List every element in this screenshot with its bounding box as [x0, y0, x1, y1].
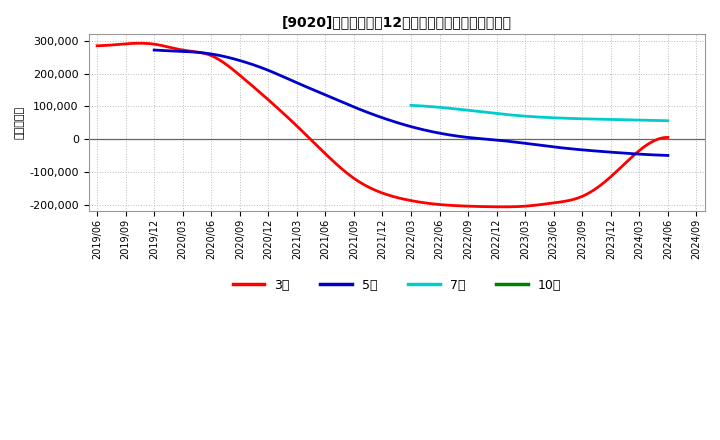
Legend: 3年, 5年, 7年, 10年: 3年, 5年, 7年, 10年 — [228, 274, 566, 297]
Title: [9020]　当期純利益12か月移動合計の平均値の推移: [9020] 当期純利益12か月移動合計の平均値の推移 — [282, 15, 512, 29]
Y-axis label: （百万円）: （百万円） — [15, 106, 25, 139]
